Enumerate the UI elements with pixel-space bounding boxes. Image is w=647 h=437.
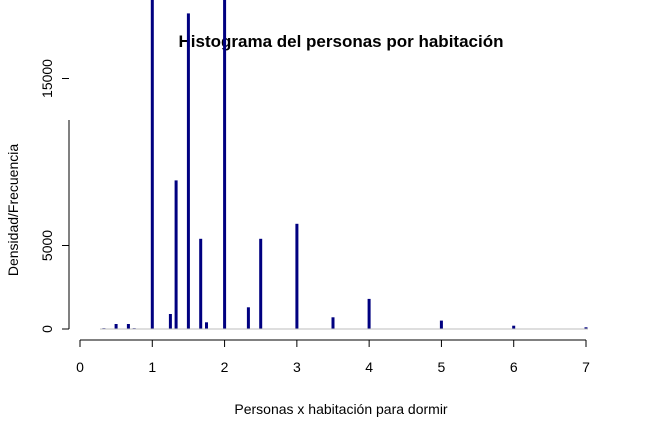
histogram-bar — [512, 325, 516, 329]
x-tick-label: 1 — [148, 359, 156, 375]
y-axis: 050001500025000 — [39, 59, 70, 333]
y-tick-label: 0 — [39, 325, 55, 333]
histogram-bar — [331, 317, 335, 329]
histogram-bar — [168, 314, 172, 329]
histogram-bar — [114, 324, 118, 329]
x-tick-label: 0 — [76, 359, 84, 375]
histogram-bar — [295, 223, 299, 329]
histogram-bar — [199, 238, 203, 329]
chart-title: Histograma del personas por habitación — [179, 32, 504, 51]
histogram-bar — [367, 298, 371, 329]
y-tick-label: 5000 — [39, 230, 55, 261]
histogram-bar — [126, 324, 130, 329]
histogram-bar — [223, 0, 227, 330]
histogram-bar — [259, 238, 263, 329]
x-tick-label: 2 — [221, 359, 229, 375]
histogram-bar — [246, 307, 250, 329]
histogram-bar — [439, 320, 443, 329]
x-axis: 0 1 2 3 4 5 6 7 — [76, 339, 590, 375]
x-tick-label: 5 — [438, 359, 446, 375]
x-tick-label: 3 — [293, 359, 301, 375]
histogram-bar — [186, 13, 190, 330]
x-tick-label: 6 — [510, 359, 518, 375]
histogram-bar — [174, 180, 178, 329]
x-axis-label: Personas x habitación para dormir — [234, 401, 448, 417]
y-tick-label: 15000 — [39, 59, 55, 98]
bars-group — [102, 0, 588, 330]
x-tick-label: 7 — [582, 359, 590, 375]
histogram-bar — [150, 0, 154, 329]
y-axis-label: Densidad/Frecuencia — [5, 144, 21, 277]
histogram-bar — [584, 327, 588, 329]
x-tick-label: 4 — [365, 359, 373, 375]
histogram-bar — [205, 322, 208, 329]
